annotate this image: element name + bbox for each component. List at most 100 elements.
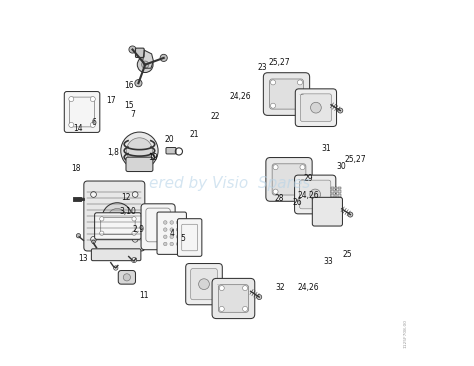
Circle shape [243,285,247,291]
Circle shape [132,236,138,242]
Circle shape [300,165,305,170]
Circle shape [219,285,224,291]
Text: 1,8: 1,8 [107,148,119,157]
Circle shape [132,231,136,235]
Text: 12: 12 [121,193,130,202]
Circle shape [127,138,152,164]
Circle shape [69,122,74,127]
Text: 16: 16 [124,81,134,90]
FancyBboxPatch shape [91,249,141,261]
Circle shape [176,228,180,231]
Circle shape [170,228,173,231]
Circle shape [142,61,149,68]
FancyBboxPatch shape [191,269,217,300]
Circle shape [298,103,302,108]
FancyBboxPatch shape [301,94,331,122]
FancyBboxPatch shape [266,157,312,201]
FancyBboxPatch shape [177,219,202,256]
Circle shape [92,240,95,244]
Text: 30: 30 [336,163,346,171]
Circle shape [121,132,158,169]
Text: 13: 13 [78,254,88,263]
Text: 15: 15 [125,101,134,110]
Circle shape [170,235,173,239]
Text: ered by Visio  Spares: ered by Visio Spares [149,176,310,190]
Circle shape [69,97,74,102]
Circle shape [298,80,302,85]
Circle shape [164,235,167,239]
Text: 25,27: 25,27 [268,57,290,67]
Text: 4: 4 [170,229,175,238]
Circle shape [100,231,104,235]
Circle shape [91,192,96,197]
Bar [335,194,337,197]
Circle shape [271,80,275,85]
FancyBboxPatch shape [118,270,136,284]
Text: 1125F708-00: 1125F708-00 [403,319,407,348]
Text: 14: 14 [73,124,83,133]
Text: 6: 6 [91,117,96,127]
Text: 24,26: 24,26 [298,191,319,200]
Circle shape [170,221,173,224]
Text: 24,26: 24,26 [229,92,251,101]
Bar [331,187,334,190]
Circle shape [164,228,167,231]
Bar [331,190,334,193]
Circle shape [199,279,210,290]
Text: 26: 26 [292,198,302,207]
FancyBboxPatch shape [166,147,176,154]
Text: 2,9: 2,9 [132,225,145,234]
Circle shape [160,54,167,61]
FancyBboxPatch shape [126,157,153,172]
FancyBboxPatch shape [84,181,145,251]
Text: 28: 28 [274,194,284,203]
Circle shape [132,217,136,221]
Circle shape [170,242,173,246]
Circle shape [300,189,305,194]
Text: 18: 18 [72,164,81,173]
Circle shape [123,274,130,281]
Text: 29: 29 [304,174,313,183]
Text: 3,10: 3,10 [119,207,136,216]
Circle shape [102,203,132,233]
FancyBboxPatch shape [64,92,100,132]
Circle shape [164,221,167,224]
FancyBboxPatch shape [294,175,336,214]
Circle shape [243,306,247,311]
Text: 24,26: 24,26 [297,283,319,291]
Bar [331,197,334,200]
Circle shape [76,234,81,238]
Circle shape [108,209,127,227]
FancyBboxPatch shape [141,204,175,250]
Bar [335,187,337,190]
Bar [338,187,341,190]
FancyBboxPatch shape [295,89,337,127]
Circle shape [176,221,180,224]
Bar [338,197,341,200]
Circle shape [91,236,96,242]
FancyBboxPatch shape [136,48,144,57]
Text: 25: 25 [343,250,352,259]
Bar [331,194,334,197]
Circle shape [132,192,138,197]
Text: 17: 17 [106,96,116,105]
Circle shape [164,242,167,246]
Polygon shape [143,50,154,68]
Circle shape [310,102,321,113]
Circle shape [137,57,153,72]
Bar [338,190,341,193]
Circle shape [100,217,104,221]
Text: 21: 21 [189,130,199,139]
Circle shape [135,79,142,87]
FancyBboxPatch shape [270,79,303,109]
Circle shape [176,235,180,239]
FancyBboxPatch shape [95,213,141,239]
Circle shape [348,212,353,217]
Bar [338,194,341,197]
FancyBboxPatch shape [272,164,306,195]
FancyBboxPatch shape [219,285,248,312]
Text: 5: 5 [181,234,186,243]
Text: 22: 22 [211,112,220,121]
Circle shape [176,242,180,246]
FancyBboxPatch shape [300,180,331,209]
